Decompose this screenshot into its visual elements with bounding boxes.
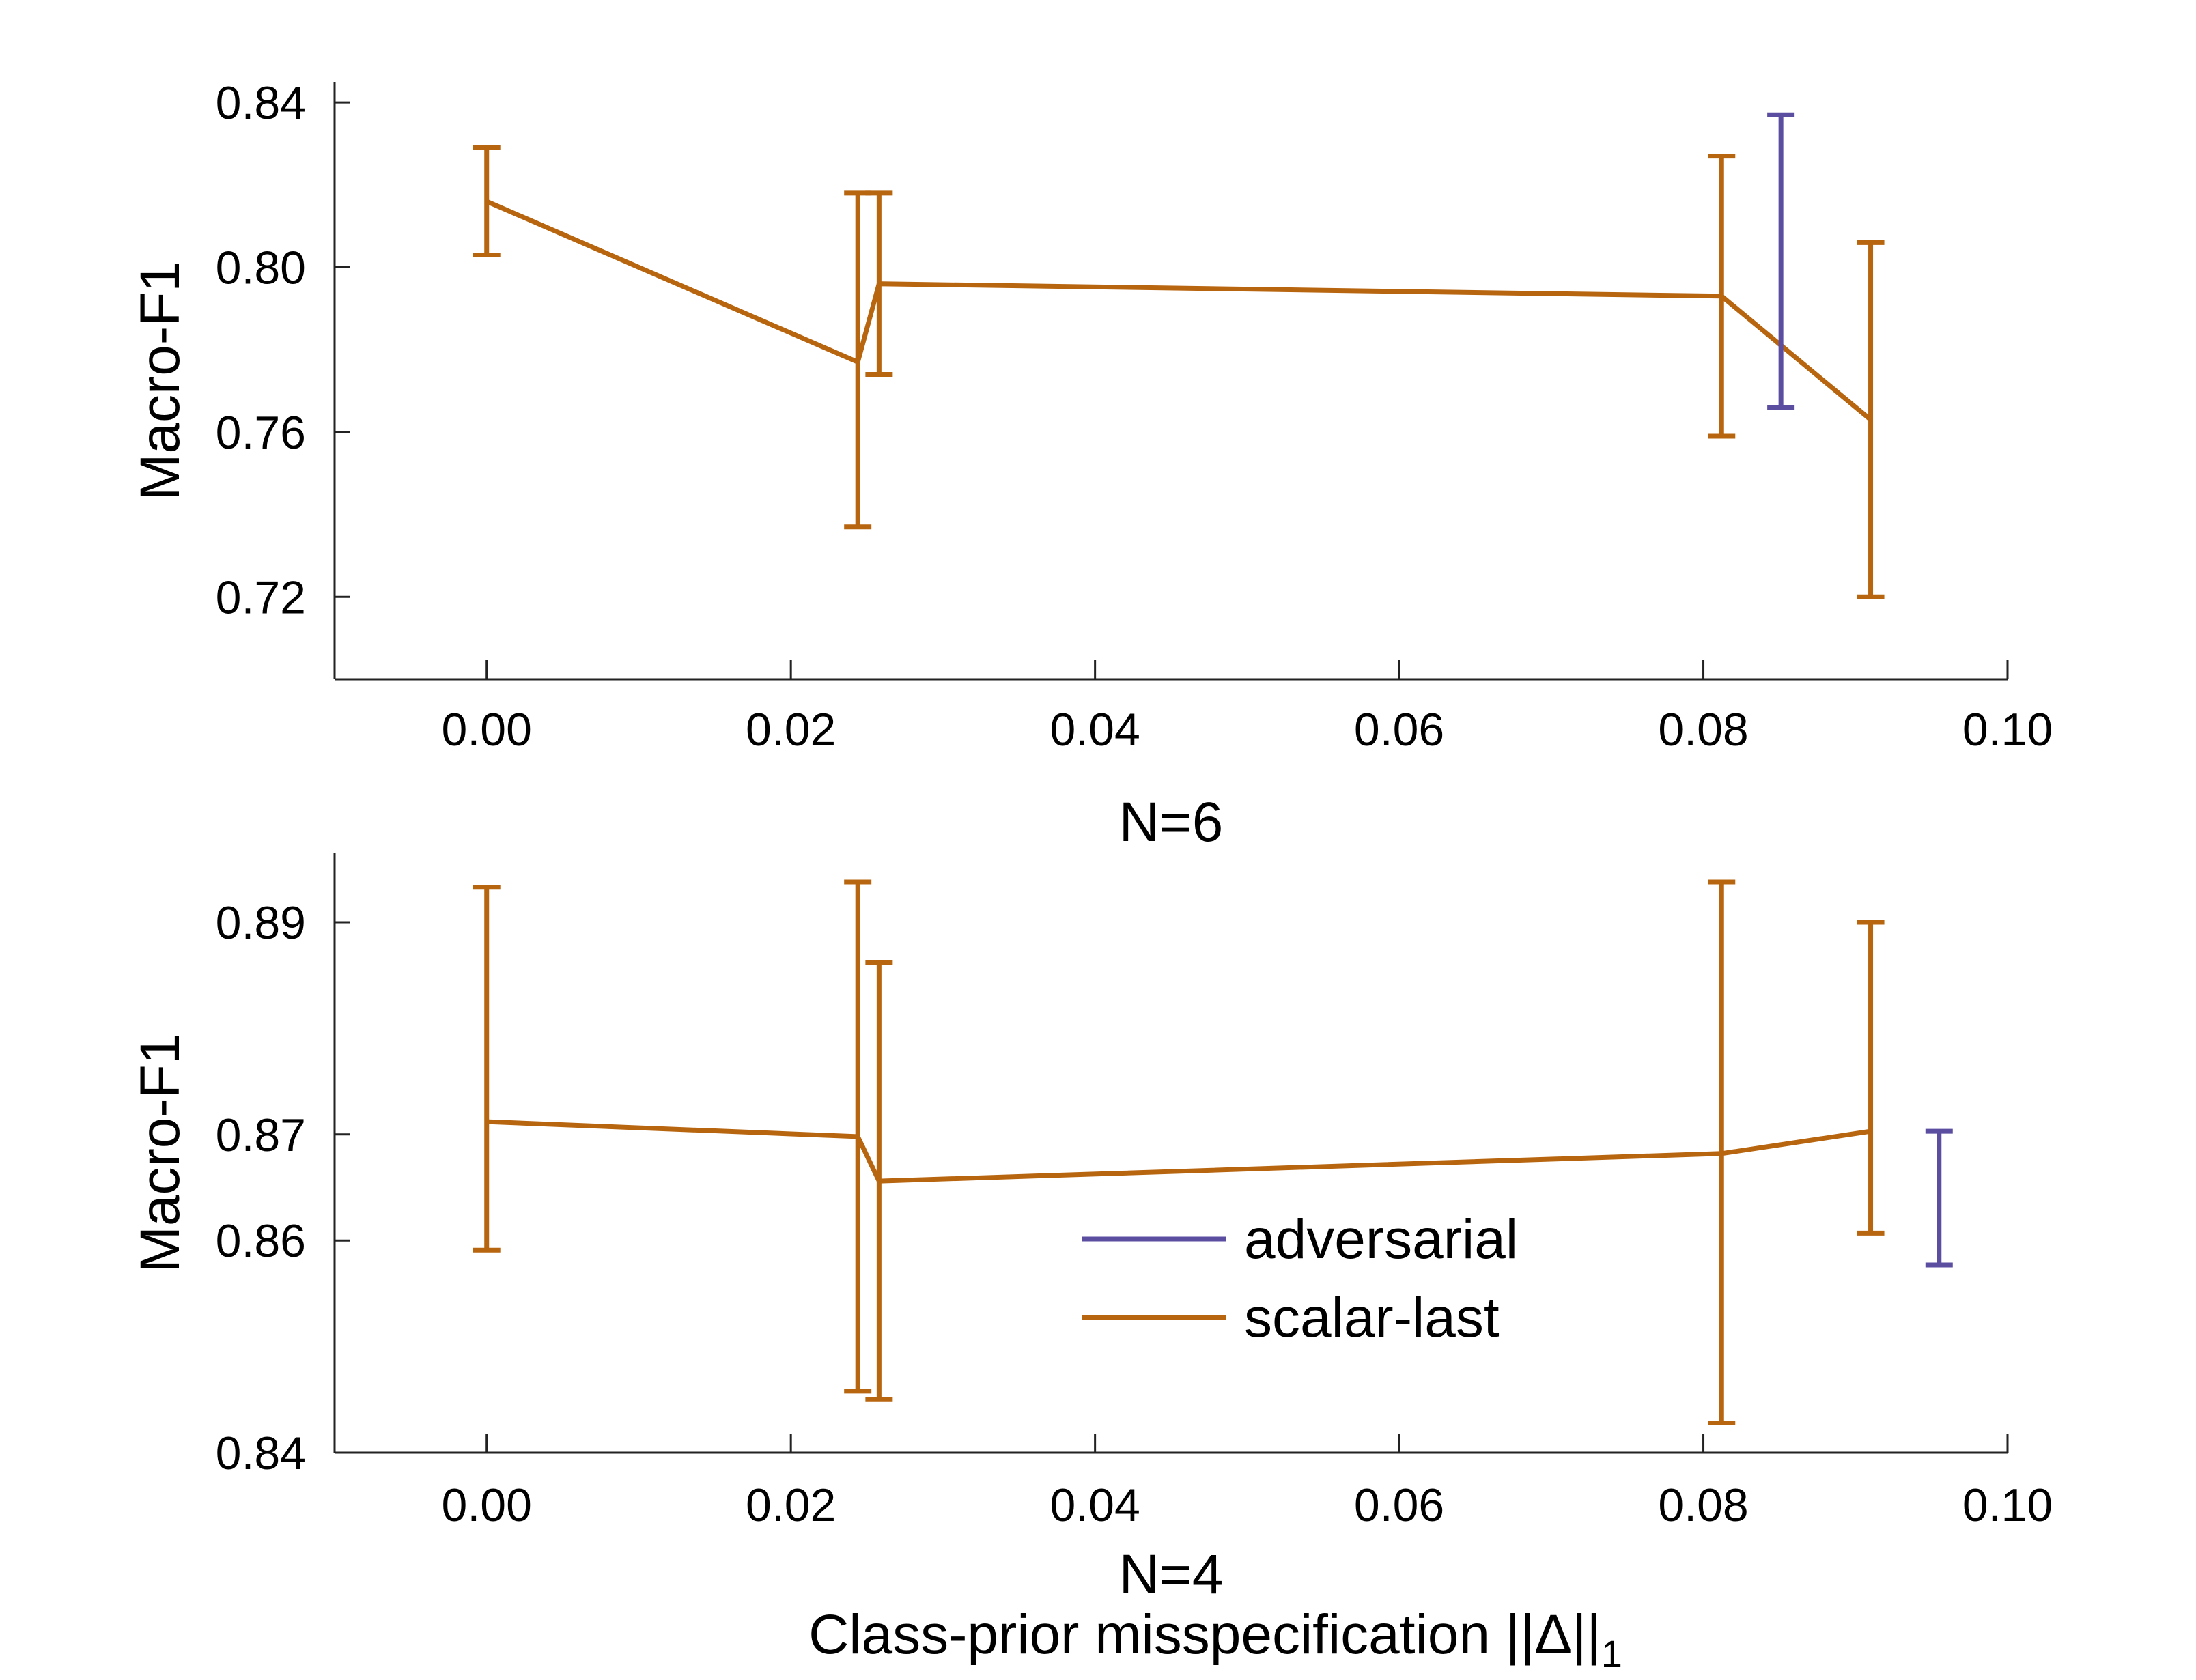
legend-label-scalar-last: scalar-last <box>1244 1287 1500 1349</box>
error-bar-scalar-last <box>844 879 872 1394</box>
x-tick-label: 0.10 <box>1962 704 2053 756</box>
legend-label-adversarial: adversarial <box>1244 1208 1518 1270</box>
error-bar-adversarial <box>1925 1128 1953 1268</box>
x-tick-label: 0.00 <box>442 1479 532 1531</box>
x-tick-label: 0.10 <box>1962 1479 2053 1531</box>
y-tick-label: 0.84 <box>216 77 306 129</box>
x-tick-label: 0.08 <box>1658 704 1748 756</box>
error-bar-scalar-last <box>473 885 501 1253</box>
x-axis-label-text: Class-prior misspecification <box>808 1604 1506 1666</box>
panel-n4: 0.84 0.86 0.87 0.89 0.00 0.02 0.04 0.06 0.08 0.10… <box>129 853 2053 1606</box>
error-bar-adversarial <box>1767 112 1795 410</box>
x-tick-label: 0.02 <box>746 704 836 756</box>
x-tick-label: 0.08 <box>1658 1479 1748 1531</box>
panel-title: N=6 <box>1119 791 1224 853</box>
x-tick-label: 0.02 <box>746 1479 836 1531</box>
error-bar-scalar-last <box>1708 154 1736 439</box>
y-tick-label: 0.80 <box>216 242 306 294</box>
series-line-scalar-last <box>485 199 1872 422</box>
x-tick-label: 0.04 <box>1050 704 1140 756</box>
y-tick-label: 0.89 <box>216 897 306 949</box>
error-bar-scalar-last <box>865 190 893 377</box>
y-tick-label: 0.86 <box>216 1215 306 1267</box>
x-tick-label: 0.06 <box>1354 704 1444 756</box>
error-bar-scalar-last <box>865 960 893 1402</box>
y-tick-label: 0.72 <box>216 571 306 623</box>
error-bar-scalar-last <box>1708 879 1736 1425</box>
error-bar-scalar-last <box>473 145 501 257</box>
y-tick-label: 0.76 <box>216 407 306 459</box>
y-axis-label: Macro-F1 <box>129 261 191 500</box>
error-bar-scalar-last <box>1857 240 1885 599</box>
series-line-scalar-last <box>486 1119 1872 1184</box>
y-axis-label: Macro-F1 <box>129 1034 191 1273</box>
x-tick-label: 0.00 <box>442 704 532 756</box>
y-tick-label: 0.84 <box>216 1427 306 1479</box>
x-axis-label: Class-prior misspecification ||Δ||1 <box>808 1604 1622 1675</box>
panel-title: N=4 <box>1119 1543 1224 1606</box>
x-tick-label: 0.04 <box>1050 1479 1140 1531</box>
error-bar-scalar-last <box>1857 920 1885 1236</box>
y-tick-label: 0.87 <box>216 1109 306 1161</box>
panel-n6: 0.72 0.76 0.80 0.84 0.00 0.02 0.04 0.06 0.08 0.10… <box>129 77 2053 853</box>
x-axis-label-symbol: ||Δ|| <box>1506 1604 1601 1666</box>
legend: adversarial scalar-last <box>1082 1208 1518 1349</box>
x-axis-label-subscript: 1 <box>1601 1632 1622 1675</box>
x-tick-label: 0.06 <box>1354 1479 1444 1531</box>
